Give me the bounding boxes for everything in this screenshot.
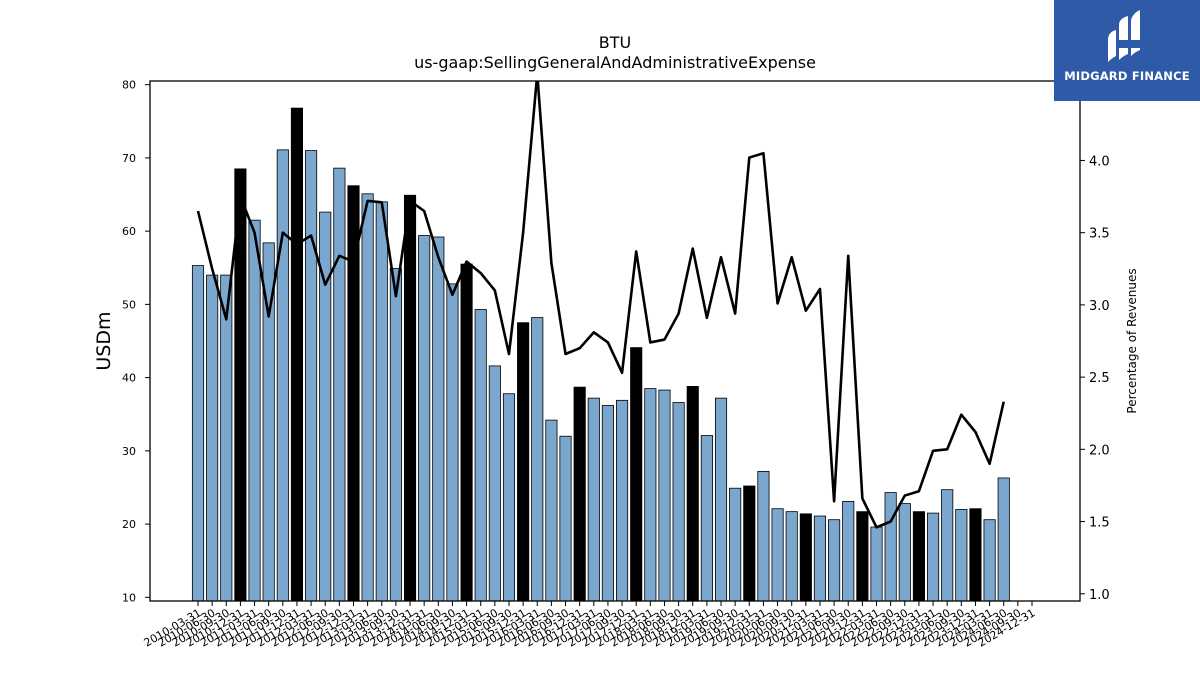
bar xyxy=(290,107,304,602)
y-tick-label: 40 xyxy=(122,372,136,385)
bar xyxy=(686,386,699,602)
y2-tick-label: 4.0 xyxy=(1089,154,1110,169)
bar xyxy=(884,492,897,602)
bar xyxy=(630,347,643,602)
bar xyxy=(927,512,940,602)
y-tick-label: 10 xyxy=(122,591,136,604)
bar xyxy=(545,419,558,602)
bar xyxy=(785,511,798,602)
bar xyxy=(771,508,784,602)
bar xyxy=(389,268,402,602)
bar xyxy=(375,201,388,602)
bar xyxy=(912,511,925,602)
bar xyxy=(842,500,855,602)
logo-text: MIDGARD FINANCE xyxy=(1064,69,1190,83)
y2-tick-label: 1.0 xyxy=(1089,588,1110,603)
bar xyxy=(502,393,516,602)
y-tick-label: 50 xyxy=(122,298,136,311)
bar xyxy=(700,435,713,602)
bar xyxy=(856,511,869,602)
bar xyxy=(997,477,1010,602)
y-axis-right: 1.0 1.5 2.0 2.5 3.0 3.5 4.0 xyxy=(1080,154,1110,603)
y-tick-label: 20 xyxy=(122,518,136,531)
bar xyxy=(969,508,982,602)
bar xyxy=(743,485,756,602)
bar xyxy=(531,317,544,602)
bar xyxy=(587,397,600,602)
bars-group xyxy=(191,107,1010,602)
bar xyxy=(983,519,996,602)
bar xyxy=(616,399,629,602)
bar xyxy=(729,487,742,602)
bar xyxy=(488,365,501,602)
bar xyxy=(446,283,459,602)
bar xyxy=(955,509,968,602)
y2-tick-label: 2.0 xyxy=(1089,443,1110,458)
y2-tick-label: 2.5 xyxy=(1089,371,1110,386)
y2-axis-label: Percentage of Revenues xyxy=(1125,268,1139,413)
chart-subtitle: us-gaap:SellingGeneralAndAdministrativeE… xyxy=(414,53,816,72)
y2-tick-label: 3.0 xyxy=(1089,299,1110,314)
bar xyxy=(191,265,205,602)
brand-logo: MIDGARD FINANCE xyxy=(1054,0,1200,101)
y2-tick-label: 3.5 xyxy=(1089,227,1110,242)
y-axis-label: USDm xyxy=(93,311,115,370)
logo-mark-icon xyxy=(1108,10,1140,62)
line-group xyxy=(196,81,1005,529)
y-axis-left: 10 20 30 40 50 60 70 80 xyxy=(122,79,150,604)
bar xyxy=(474,309,487,602)
series-line-percentage-of-revenues xyxy=(196,81,1005,529)
y2-tick-label: 1.5 xyxy=(1089,516,1110,531)
bar xyxy=(220,274,233,602)
bar xyxy=(601,405,614,602)
bar xyxy=(333,167,346,602)
x-axis: 2010-03-312010-06-302010-09-302010-12-31… xyxy=(142,601,1038,650)
bar xyxy=(644,388,657,602)
bar xyxy=(573,386,586,602)
y-tick-label: 80 xyxy=(122,79,136,92)
bar xyxy=(418,235,431,602)
bar xyxy=(813,515,827,602)
chart-title: BTU xyxy=(599,33,631,52)
bar xyxy=(206,274,219,602)
bar xyxy=(714,397,728,602)
bar xyxy=(460,263,473,602)
bar xyxy=(799,513,812,602)
y-tick-label: 70 xyxy=(122,152,136,165)
bar xyxy=(757,470,770,602)
bar xyxy=(898,503,911,602)
bar xyxy=(517,322,530,602)
bar xyxy=(403,194,417,602)
bar xyxy=(658,389,671,602)
bar xyxy=(870,526,883,602)
bar xyxy=(276,149,289,602)
bar xyxy=(559,435,572,602)
y-tick-label: 60 xyxy=(122,225,136,238)
bar xyxy=(248,219,261,602)
bar xyxy=(941,489,954,602)
bar xyxy=(672,402,685,602)
bar xyxy=(361,193,374,602)
bar xyxy=(828,519,841,602)
y-tick-label: 30 xyxy=(122,445,136,458)
plot-frame xyxy=(149,80,1081,602)
bar xyxy=(305,150,318,602)
bar xyxy=(432,236,445,602)
